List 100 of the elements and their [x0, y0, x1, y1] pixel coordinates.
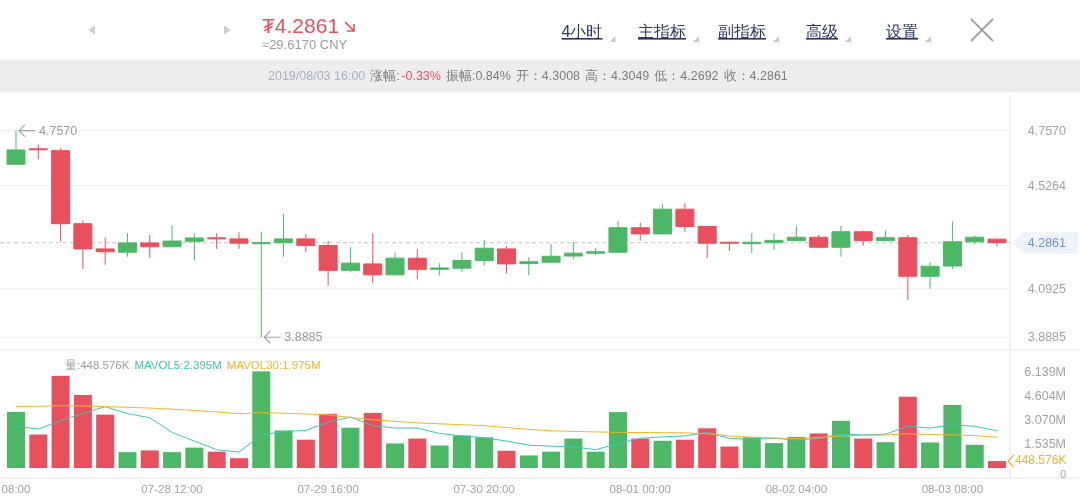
bar — [608, 412, 627, 469]
annotation: 量:448.576K — [65, 359, 130, 371]
bar — [475, 437, 494, 469]
bar — [965, 444, 984, 469]
candlestick — [742, 232, 762, 254]
candlestick — [653, 203, 673, 235]
x-tick-label: 07-29 16:00 — [297, 483, 359, 495]
bar — [51, 375, 70, 469]
bar — [564, 438, 583, 469]
candlestick — [942, 221, 962, 270]
candlestick — [363, 232, 383, 284]
bar — [430, 445, 449, 469]
y-tick-label: 3.070M — [1024, 413, 1066, 428]
candlestick — [831, 225, 851, 258]
line-series — [15, 406, 998, 453]
text: 振幅:0.84% — [445, 69, 511, 83]
bar — [675, 439, 694, 469]
y-tick-label: 4.604M — [1024, 389, 1066, 404]
candlestick — [51, 147, 71, 243]
bar — [140, 450, 159, 469]
bar — [586, 451, 605, 469]
bar — [363, 412, 382, 469]
candlestick — [318, 240, 338, 287]
text: 高：4.3049 — [585, 68, 650, 83]
candlestick — [474, 239, 494, 267]
candlestick — [340, 246, 360, 273]
candlestick — [229, 231, 249, 250]
candlestick — [563, 241, 583, 260]
candlestick — [608, 220, 628, 253]
candlestick — [764, 232, 784, 251]
candlestick — [541, 243, 561, 264]
candlestick — [274, 213, 294, 258]
candlestick — [207, 232, 227, 250]
data-label: 448.576K — [1015, 453, 1067, 468]
x-tick-label: 08-03 08:00 — [921, 483, 984, 495]
x-tick-label: 08-01 00:00 — [609, 483, 671, 495]
text: 开：4.3008 — [515, 69, 581, 83]
candlestick — [876, 230, 896, 242]
text: 高级 — [806, 23, 838, 40]
ref-line-label: 4.2861 — [1027, 235, 1067, 250]
candlestick — [407, 248, 427, 280]
candlestick — [6, 130, 26, 165]
bar — [831, 420, 850, 469]
bar — [631, 438, 650, 469]
y-tick-label: 6.139M — [1024, 365, 1066, 380]
bar — [497, 450, 516, 469]
candlestick — [786, 225, 806, 242]
candlestick — [162, 225, 182, 248]
line-series — [15, 405, 998, 440]
y-tick-label: 0 — [1060, 467, 1067, 480]
candlestick — [28, 143, 48, 160]
candlestick — [117, 232, 137, 258]
candlestick — [251, 231, 271, 338]
bar — [386, 443, 405, 469]
bar — [185, 447, 204, 469]
bar — [29, 434, 48, 469]
candlestick — [430, 262, 450, 276]
annotation: 3.8885 — [284, 330, 323, 345]
bar — [921, 442, 940, 469]
bar — [876, 442, 895, 469]
text: 低：4.2692 — [654, 69, 719, 83]
candlestick — [184, 232, 204, 262]
bar — [341, 427, 360, 469]
text: ₮4.2861 — [262, 14, 340, 37]
bar — [96, 414, 115, 469]
x-tick-label: 07-30 20:00 — [453, 483, 515, 495]
y-tick-label: 4.0925 — [1027, 281, 1067, 296]
bar — [988, 461, 1006, 469]
bar — [118, 452, 137, 469]
text: 设置 — [886, 23, 918, 40]
annotation: 4.7570 — [39, 123, 78, 138]
y-tick-label: 4.7570 — [1027, 123, 1067, 138]
bar — [408, 438, 427, 469]
text: MAVOL5:2.395M — [134, 359, 222, 371]
text: 2019/08/03 16:00 — [268, 69, 366, 83]
candlestick — [853, 230, 873, 247]
bar — [943, 404, 962, 469]
candlestick — [675, 202, 695, 233]
candlestick — [95, 237, 115, 266]
text: ≈29.6170 CNY — [262, 37, 348, 52]
bar — [319, 413, 338, 469]
candlestick — [452, 251, 472, 273]
candlestick — [920, 261, 940, 290]
bar — [252, 371, 271, 469]
x-tick-label: 08-02 04:00 — [765, 483, 828, 495]
text: 4小时 — [561, 23, 603, 40]
text: 涨幅: — [370, 69, 400, 83]
candlestick — [497, 245, 516, 275]
candlestick — [697, 226, 717, 259]
y-tick-label: 4.5264 — [1027, 178, 1067, 193]
bar — [452, 435, 471, 469]
candlestick — [719, 241, 739, 252]
bar — [542, 451, 561, 469]
candlestick — [296, 233, 316, 253]
candlestick — [586, 247, 606, 256]
text: MAVOL30:1.975M — [226, 359, 321, 371]
bar — [207, 451, 226, 469]
x-tick-label: 07-28 12:00 — [141, 483, 203, 495]
bar — [229, 458, 248, 469]
bar — [73, 394, 92, 469]
